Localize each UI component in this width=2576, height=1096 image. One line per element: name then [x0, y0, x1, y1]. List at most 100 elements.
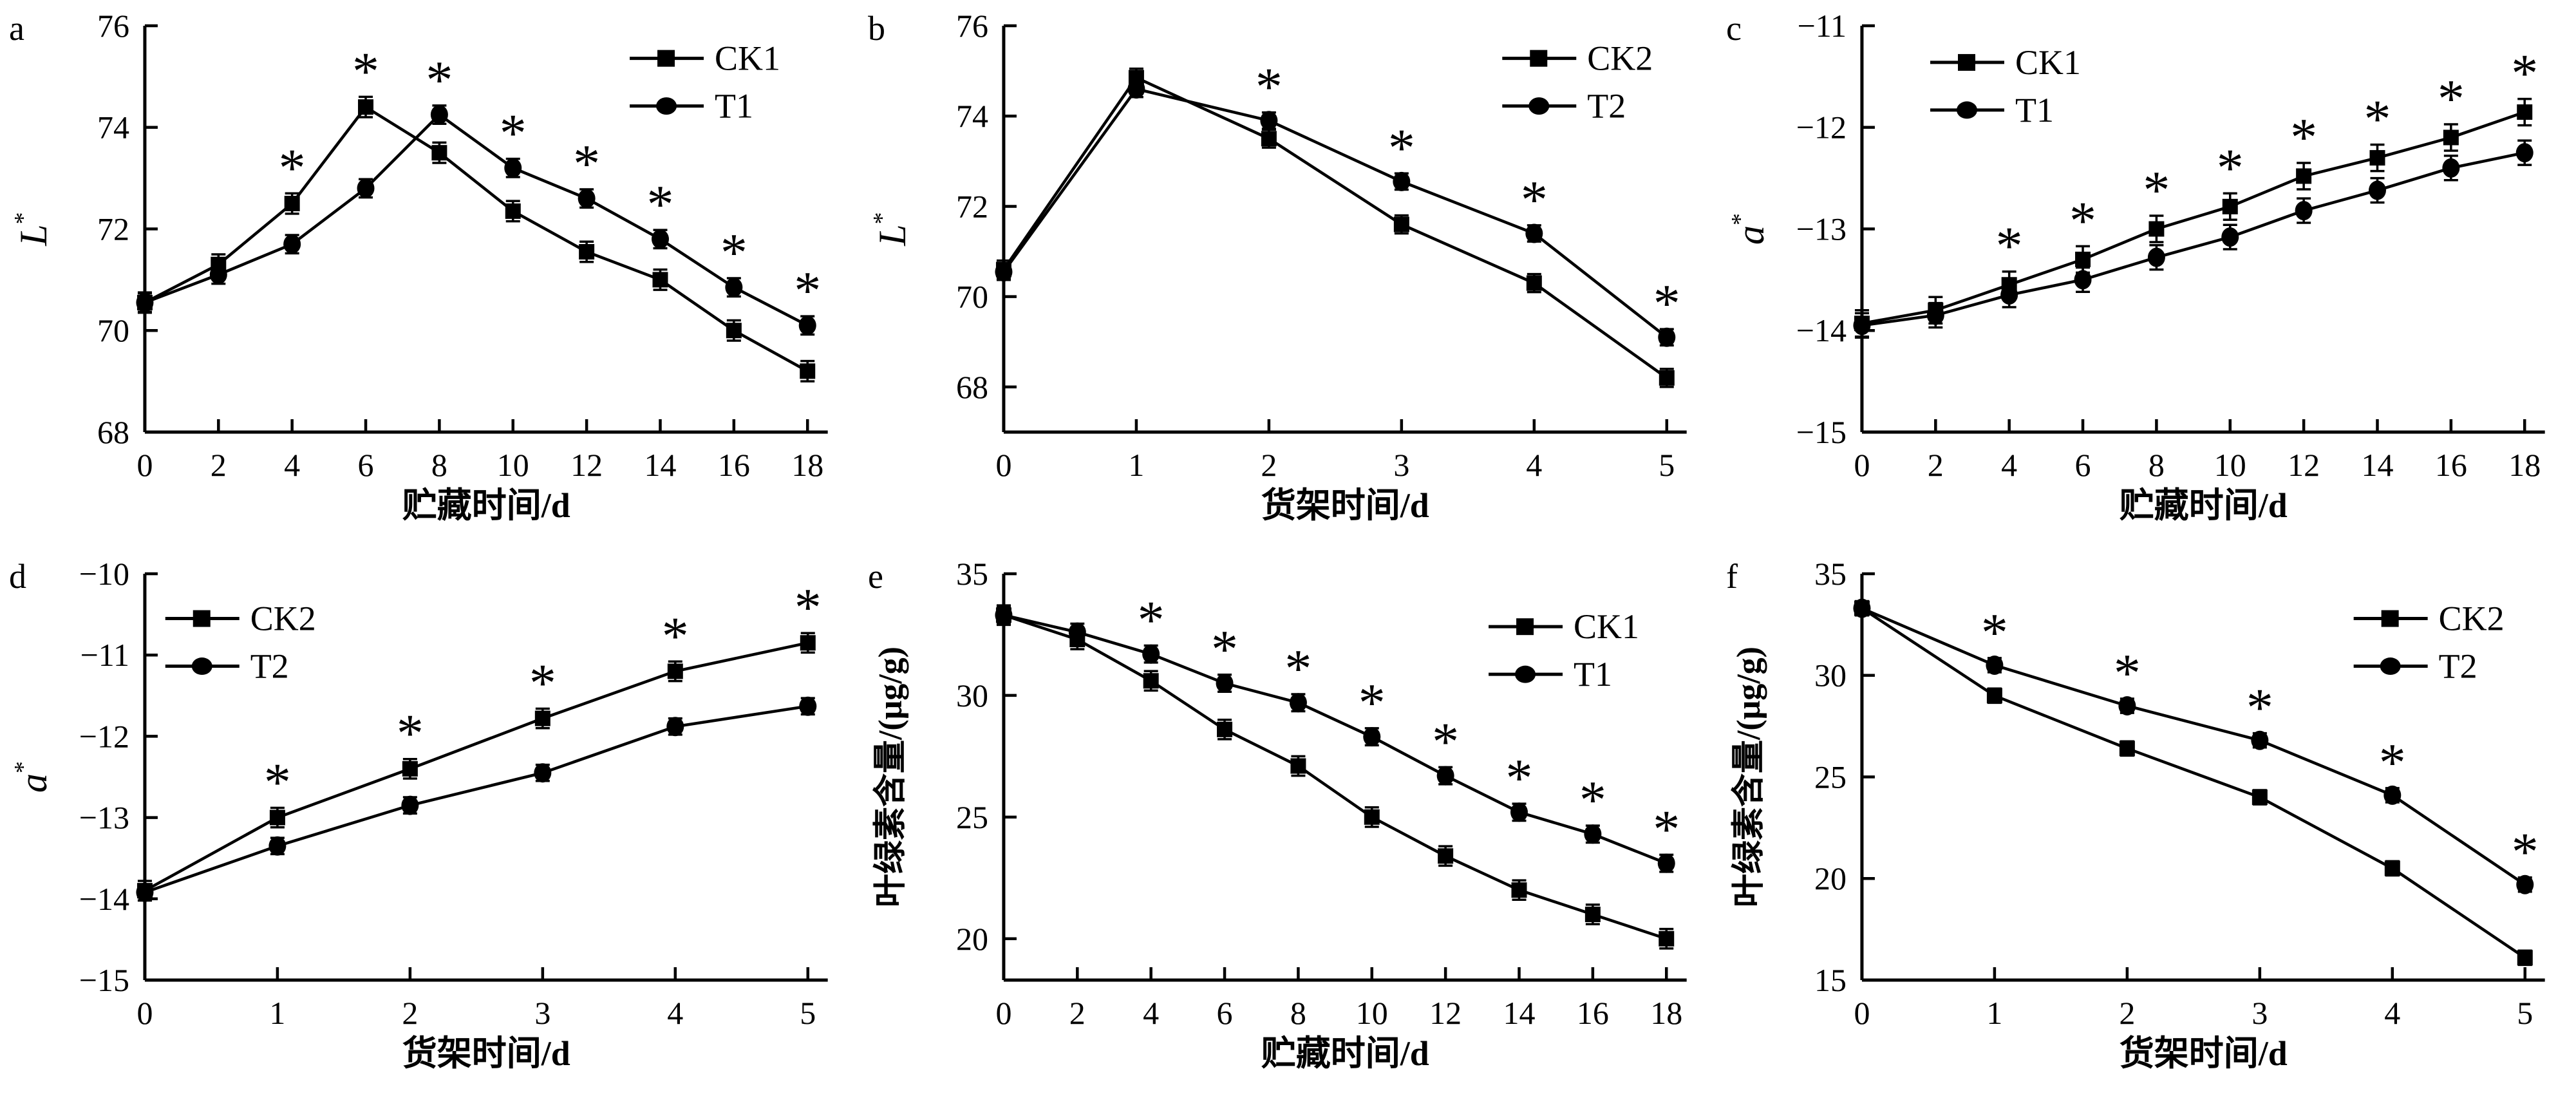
svg-text:0: 0 — [136, 995, 153, 1031]
svg-text:*: * — [2512, 822, 2539, 882]
svg-text:*: * — [573, 134, 600, 194]
svg-text:*: * — [352, 41, 379, 101]
chart-canvas-c: −15 −14 −13 −12 −11 0 2 4 6 8 10 12 14 16 18 * * * * * * * * CK… — [1717, 0, 2576, 548]
svg-text:a: a — [9, 9, 24, 48]
svg-text:2: 2 — [1928, 447, 1944, 483]
svg-text:0: 0 — [1854, 995, 1870, 1031]
svg-text:18: 18 — [1650, 995, 1682, 1031]
subplot-c: −15 −14 −13 −12 −11 0 2 4 6 8 10 12 14 16 18 * * * * * * * * CK… — [1717, 0, 2576, 548]
svg-text:2: 2 — [1261, 447, 1277, 483]
svg-text:叶绿素含量/(μg/g): 叶绿素含量/(μg/g) — [872, 647, 909, 907]
svg-text:*: * — [1255, 57, 1283, 117]
svg-text:2: 2 — [2120, 995, 2136, 1031]
svg-text:T1: T1 — [2015, 91, 2054, 129]
svg-text:3: 3 — [2252, 995, 2268, 1031]
svg-text:2: 2 — [211, 447, 227, 483]
svg-text:−15: −15 — [1796, 414, 1847, 450]
svg-text:−14: −14 — [79, 881, 129, 917]
svg-text:30: 30 — [956, 677, 988, 713]
svg-text:76: 76 — [956, 8, 988, 44]
svg-text:货架时间/d: 货架时间/d — [402, 1034, 570, 1073]
svg-text:0: 0 — [995, 447, 1011, 483]
svg-text:1: 1 — [1128, 447, 1144, 483]
svg-text:12: 12 — [2288, 447, 2320, 483]
svg-text:14: 14 — [2362, 447, 2394, 483]
svg-text:货架时间/d: 货架时间/d — [2120, 1034, 2288, 1073]
svg-text:−13: −13 — [79, 800, 129, 836]
svg-text:b: b — [868, 9, 885, 48]
svg-text:16: 16 — [2435, 447, 2467, 483]
svg-text:贮藏时间/d: 贮藏时间/d — [1261, 1034, 1429, 1073]
svg-text:CK2: CK2 — [250, 600, 316, 638]
svg-text:4: 4 — [1143, 995, 1159, 1031]
chart-canvas-d: −15 −14 −13 −12 −11 −10 0 1 2 3 4 5 * * * * * CK2 T2 d 货架时间/… — [0, 548, 859, 1096]
chart-canvas-e: 20 25 30 35 0 2 4 6 8 10 12 14 16 18 * * * * * * * * CK1 T1 e 贮藏时… — [858, 548, 1718, 1096]
svg-text:T1: T1 — [1574, 655, 1612, 694]
svg-text:T2: T2 — [2439, 647, 2477, 686]
svg-text:*: * — [1137, 590, 1164, 650]
svg-text:贮藏时间/d: 贮藏时间/d — [2120, 486, 2288, 525]
svg-text:70: 70 — [97, 312, 129, 348]
svg-text:CK2: CK2 — [1587, 39, 1653, 78]
svg-text:*: * — [1358, 673, 1385, 733]
svg-text:35: 35 — [1814, 556, 1847, 592]
svg-text:8: 8 — [1290, 995, 1306, 1031]
chart-canvas-b: 68 70 72 74 76 0 1 2 3 4 5 * * * * CK2 T2 b 货架时间/d L* — [858, 0, 1718, 548]
svg-text:*: * — [2438, 69, 2465, 129]
svg-text:68: 68 — [956, 369, 988, 405]
svg-text:*: * — [794, 261, 821, 321]
svg-text:a*: a* — [10, 761, 55, 793]
svg-text:18: 18 — [2509, 447, 2541, 483]
svg-text:*: * — [1388, 118, 1415, 178]
svg-text:−14: −14 — [1796, 312, 1847, 348]
svg-text:*: * — [2143, 160, 2170, 220]
svg-text:CK1: CK1 — [1574, 607, 1639, 646]
svg-text:e: e — [868, 557, 883, 596]
svg-text:18: 18 — [791, 447, 823, 483]
svg-text:6: 6 — [2075, 447, 2091, 483]
svg-text:*: * — [1211, 619, 1238, 679]
svg-text:a*: a* — [1727, 213, 1772, 245]
svg-text:*: * — [1505, 748, 1532, 808]
svg-text:*: * — [1996, 216, 2023, 276]
svg-text:*: * — [2512, 44, 2539, 104]
svg-text:0: 0 — [1854, 447, 1870, 483]
svg-text:−12: −12 — [79, 718, 129, 754]
svg-text:4: 4 — [667, 995, 683, 1031]
svg-text:*: * — [1653, 274, 1680, 334]
svg-text:*: * — [1579, 770, 1606, 830]
svg-text:d: d — [9, 557, 26, 596]
svg-text:−11: −11 — [80, 637, 129, 673]
svg-text:3: 3 — [534, 995, 550, 1031]
svg-text:*: * — [794, 578, 822, 638]
svg-text:14: 14 — [1503, 995, 1535, 1031]
svg-text:25: 25 — [956, 799, 988, 835]
svg-text:12: 12 — [570, 447, 603, 483]
svg-text:1: 1 — [269, 995, 285, 1031]
svg-text:10: 10 — [497, 447, 529, 483]
svg-text:*: * — [1520, 170, 1547, 230]
svg-text:10: 10 — [1355, 995, 1387, 1031]
svg-text:4: 4 — [284, 447, 300, 483]
svg-text:8: 8 — [2148, 447, 2165, 483]
svg-text:−10: −10 — [79, 556, 129, 592]
svg-text:20: 20 — [956, 921, 988, 957]
svg-text:*: * — [397, 704, 424, 764]
svg-text:72: 72 — [97, 211, 129, 247]
svg-text:T2: T2 — [1587, 87, 1626, 126]
subplot-a: 68 70 72 74 76 0 2 4 6 8 10 12 14 16 18 * * * * * * * * CK1 T1 a 贮… — [0, 0, 859, 548]
svg-text:*: * — [662, 606, 689, 666]
svg-text:*: * — [500, 104, 527, 164]
chart-canvas-f: 15 20 25 30 35 0 1 2 3 4 5 * * * * * CK2 T2 f 货架时间/d 叶绿素含量/(… — [1717, 548, 2576, 1096]
svg-text:*: * — [1653, 799, 1680, 859]
svg-text:8: 8 — [431, 447, 447, 483]
svg-text:*: * — [426, 50, 453, 110]
svg-text:−12: −12 — [1796, 109, 1847, 146]
svg-text:35: 35 — [956, 556, 988, 592]
svg-text:*: * — [2364, 90, 2391, 149]
svg-text:贮藏时间/d: 贮藏时间/d — [402, 486, 570, 525]
svg-text:*: * — [2246, 678, 2273, 738]
svg-text:16: 16 — [1577, 995, 1609, 1031]
